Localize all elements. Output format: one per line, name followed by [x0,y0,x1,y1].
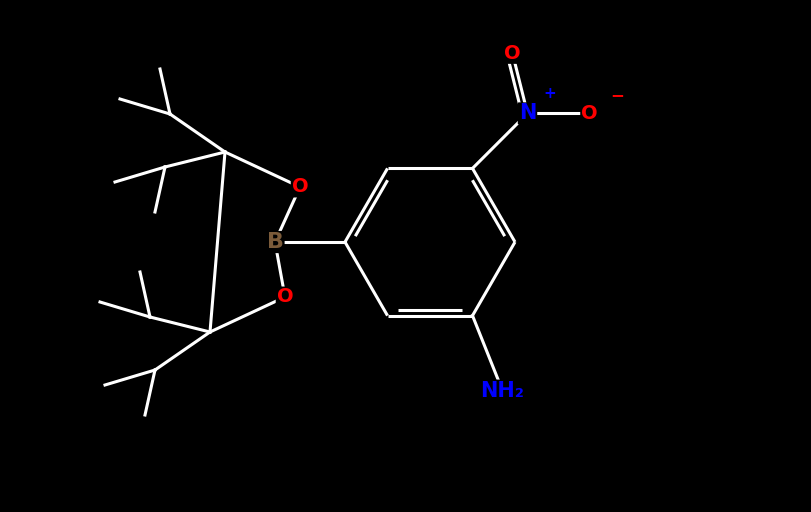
Text: O: O [292,178,308,197]
Text: NH₂: NH₂ [481,380,525,400]
Text: B: B [267,232,284,252]
Text: O: O [277,288,294,307]
Text: −: − [611,87,624,104]
Text: N: N [519,103,536,123]
Text: O: O [504,44,521,63]
Text: O: O [581,104,598,123]
Text: +: + [543,86,556,101]
